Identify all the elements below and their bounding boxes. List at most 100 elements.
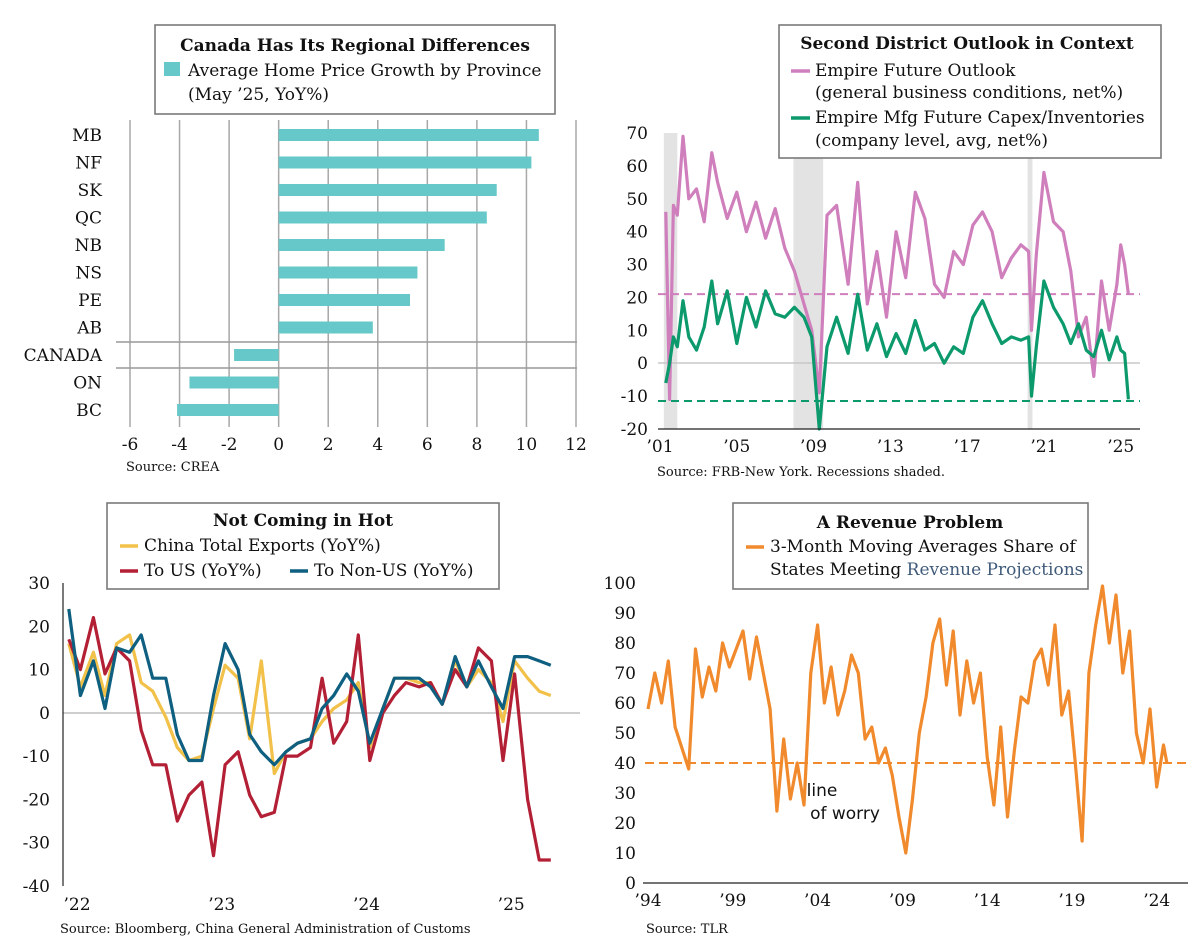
revenue-y-tick-label: 40 [614, 754, 636, 774]
empire-x-tick-label: ’25 [1107, 437, 1134, 457]
revenue-y-tick-label: 30 [614, 784, 636, 804]
provinces-bar [189, 376, 279, 389]
china-y-tick-label: -40 [23, 877, 50, 897]
provinces-category-label: BC [76, 401, 102, 421]
empire-x-ticks: ’01 ’05 ’09 ’13 ’17 ’21 ’25 [646, 437, 1134, 457]
empire-y-tick-label: 30 [626, 256, 648, 276]
china-y-tick-label: 20 [28, 617, 50, 637]
empire-y-tick-label: 60 [626, 157, 648, 177]
china-x-tick-label: ’24 [353, 895, 380, 915]
empire-title: Second District Outlook in Context [800, 34, 1134, 54]
empire-y-tick-label: -20 [621, 420, 648, 440]
revenue-x-tick-label: ’14 [974, 891, 1001, 911]
empire-x-tick-label: ’05 [723, 437, 750, 457]
revenue-y-tick-label: 80 [614, 634, 636, 654]
china-y-tick-label: 0 [39, 704, 50, 724]
provinces-bar [278, 129, 539, 141]
empire-legend-capex: Empire Mfg Future Capex/Inventories [815, 108, 1145, 128]
provinces-legend-label: Average Home Price Growth by Province [187, 61, 541, 81]
revenue-legend-box: A Revenue Problem 3-Month Moving Average… [732, 502, 1089, 590]
empire-x-tick-label: ’21 [1030, 437, 1057, 457]
provinces-legend-sublabel: (May ’25, YoY%) [188, 85, 329, 105]
provinces-category-label: AB [76, 319, 102, 339]
provinces-x-tick-label: 4 [372, 435, 383, 455]
empire-source: Source: FRB-New York. Recessions shaded. [657, 465, 945, 480]
revenue-legend-line2b: Revenue Projections [907, 560, 1084, 580]
provinces-x-tick-label: -2 [221, 435, 238, 455]
empire-y-tick-label: 10 [626, 321, 648, 341]
revenue-x-ticks: ’94 ’99 ’04 ’09 ’14 ’19 ’24 [634, 891, 1170, 911]
revenue-annotation-of-worry: of worry [810, 804, 880, 824]
provinces-x-tick-label: -6 [122, 435, 139, 455]
provinces-category-label: QC [75, 209, 102, 229]
provinces-bar [177, 404, 279, 416]
empire-x-tick-label: ’09 [800, 437, 827, 457]
provinces-category-label: NS [75, 264, 102, 284]
provinces-category-label: NB [75, 236, 102, 256]
china-title: Not Coming in Hot [213, 511, 393, 531]
revenue-annotation-line: line [807, 781, 838, 801]
empire-y-tick-label: 0 [637, 354, 648, 374]
china-legend-nonus: To Non-US (YoY%) [314, 561, 473, 581]
provinces-bars [177, 129, 539, 416]
provinces-category-label: CANADA [24, 346, 103, 366]
revenue-source: Source: TLR [646, 922, 729, 937]
provinces-bar [278, 239, 445, 251]
china-y-tick-label: -10 [23, 747, 50, 767]
provinces-category-label: ON [73, 374, 102, 394]
china-legend-us: To US (YoY%) [144, 561, 262, 581]
empire-x-tick-label: ’13 [877, 437, 904, 457]
revenue-y-tick-label: 50 [614, 724, 636, 744]
china-x-tick-label: ’25 [498, 895, 525, 915]
china-source: Source: Bloomberg, China General Adminis… [60, 922, 471, 937]
provinces-x-tick-label: -4 [171, 435, 188, 455]
provinces-x-tick-label: 8 [471, 435, 482, 455]
china-x-ticks: ’22 ’23 ’24 ’25 [63, 895, 524, 915]
revenue-x-tick-label: ’94 [634, 891, 661, 911]
china-exports-chart: 30 20 10 0 -10 -20 -30 -40 ’22 ’23 ’24 ’25 Source:… [23, 502, 580, 937]
china-legend-total: China Total Exports (YoY%) [144, 536, 381, 556]
provinces-x-tick-label: 2 [323, 435, 334, 455]
empire-reference-lines [658, 293, 1140, 403]
revenue-y-tick-label: 100 [604, 574, 636, 594]
empire-y-tick-label: 40 [626, 223, 648, 243]
china-y-tick-label: 10 [28, 661, 50, 681]
revenue-y-tick-label: 0 [625, 874, 636, 894]
china-y-tick-label: -20 [23, 790, 50, 810]
provinces-x-tick-label: 12 [565, 435, 587, 455]
revenue-y-tick-label: 60 [614, 694, 636, 714]
revenue-title: A Revenue Problem [816, 513, 1003, 533]
china-legend-box: Not Coming in Hot China Total Exports (Y… [106, 502, 500, 590]
provinces-x-tick-label: 10 [516, 435, 538, 455]
revenue-legend-line2a: States Meeting [770, 560, 907, 580]
revenue-y-tick-label: 70 [614, 664, 636, 684]
provinces-legend-box: Canada Has Its Regional Differences Aver… [154, 24, 556, 115]
provinces-title: Canada Has Its Regional Differences [180, 36, 530, 56]
empire-y-ticks: 70 60 50 40 30 20 10 0 -10 -20 [621, 124, 648, 440]
provinces-category-labels: MB NF SK QC NB NS PE AB CANADA ON BC [24, 126, 103, 421]
provinces-category-label: SK [78, 181, 103, 201]
china-x-tick-label: ’22 [63, 895, 90, 915]
provinces-bar [234, 349, 279, 361]
china-y-tick-label: -30 [23, 834, 50, 854]
china-x-tick-label: ’23 [208, 895, 235, 915]
provinces-x-tick-label: 0 [273, 435, 284, 455]
revenue-series-lines [646, 584, 1169, 855]
provinces-bar [278, 294, 410, 306]
empire-y-tick-label: 70 [626, 124, 648, 144]
china-to-us-line [67, 615, 551, 862]
provinces-category-label: MB [72, 126, 102, 146]
revenue-x-tick-label: ’04 [804, 891, 831, 911]
empire-y-tick-label: -10 [621, 387, 648, 407]
provinces-x-tick-label: 6 [422, 435, 433, 455]
revenue-x-tick-label: ’99 [719, 891, 746, 911]
revenue-y-tick-label: 20 [614, 814, 636, 834]
china-y-tick-label: 30 [28, 574, 50, 594]
provinces-bar [278, 321, 373, 334]
provinces-source: Source: CREA [126, 460, 220, 475]
china-to-non-us-line [67, 608, 552, 767]
empire-y-tick-label: 20 [626, 288, 648, 308]
